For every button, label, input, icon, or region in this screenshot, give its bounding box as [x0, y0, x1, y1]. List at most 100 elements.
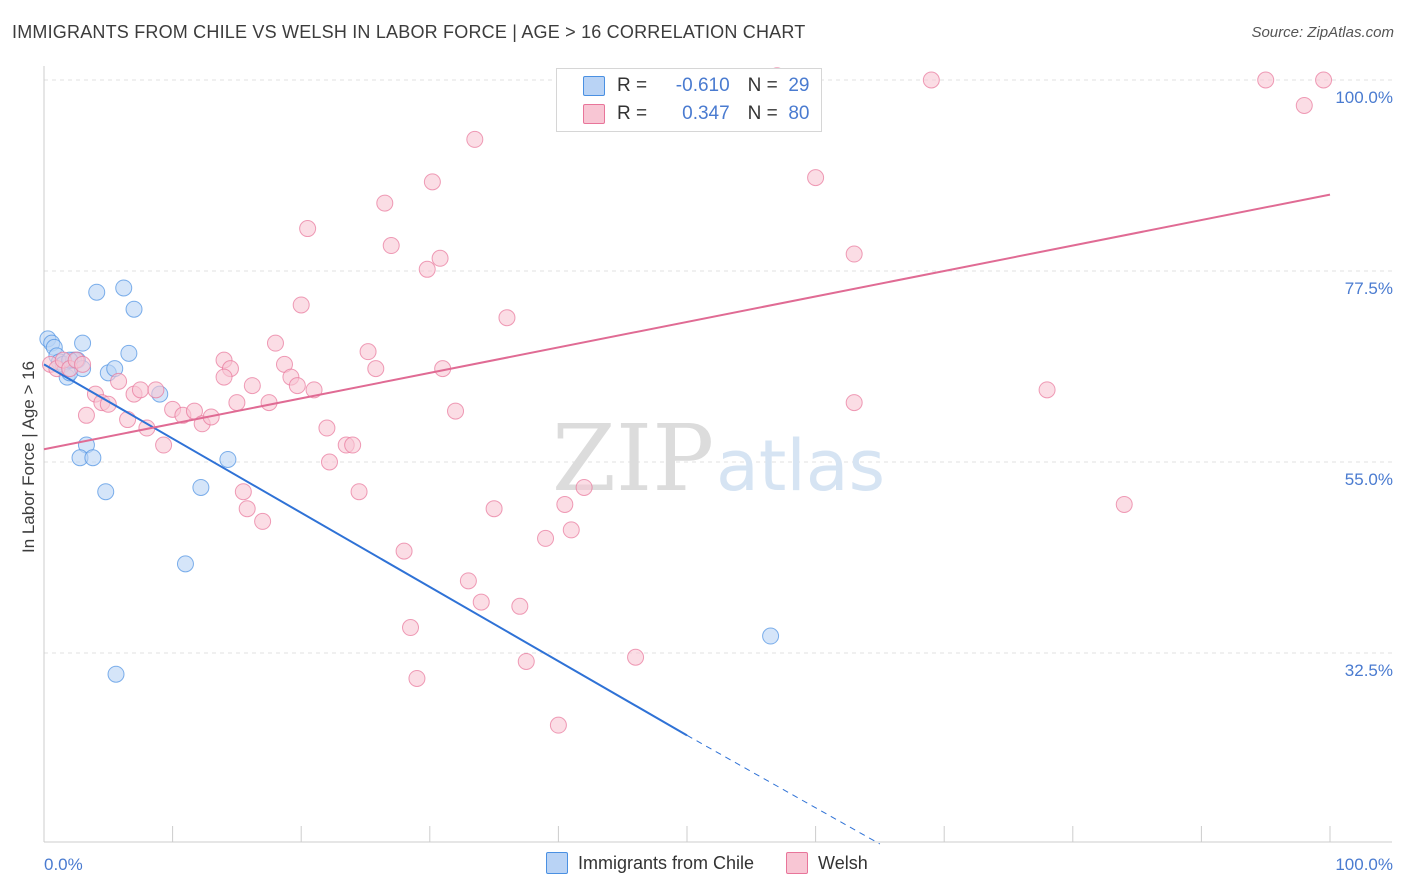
data-point-welsh [575, 478, 593, 496]
data-point-welsh [807, 169, 825, 187]
data-point-welsh [382, 237, 400, 255]
y-tick-label: 77.5% [1345, 279, 1393, 298]
data-point-welsh [305, 381, 323, 399]
y-tick-label: 55.0% [1345, 470, 1393, 489]
axes [43, 66, 1392, 843]
grid-lines [44, 79, 1392, 654]
data-point-welsh [238, 500, 256, 518]
data-point-welsh [243, 377, 261, 395]
data-point-chile [762, 627, 780, 645]
data-points [39, 67, 1333, 734]
legend-n-label: N = [747, 75, 778, 96]
data-point-welsh [1115, 495, 1133, 513]
data-point-welsh [77, 406, 95, 424]
data-point-welsh [1315, 71, 1333, 89]
legend-swatch-welsh [583, 104, 605, 124]
legend-n-value: 29 [788, 75, 810, 96]
data-point-welsh [1257, 71, 1275, 89]
data-point-chile [107, 665, 125, 683]
x-tick-label: 0.0% [44, 855, 83, 874]
legend-r-value: -0.610 [675, 75, 730, 96]
legend-label-chile: Immigrants from Chile [578, 852, 755, 873]
data-point-welsh [359, 343, 377, 361]
data-point-welsh [119, 411, 137, 429]
data-point-welsh [344, 436, 362, 454]
legend-n-value: 80 [788, 103, 810, 124]
data-point-welsh [562, 521, 580, 539]
data-point-welsh [845, 245, 863, 263]
trend-lines [43, 193, 1331, 845]
data-point-welsh [431, 249, 449, 267]
trend-line-welsh [43, 193, 1331, 451]
data-point-welsh [266, 334, 284, 352]
data-point-welsh [537, 529, 555, 547]
legend-r-label: R = [617, 103, 648, 124]
data-point-welsh [288, 377, 306, 395]
data-point-welsh [1038, 381, 1056, 399]
data-point-welsh [472, 593, 490, 611]
data-point-welsh [147, 381, 165, 399]
trend-line-chile [43, 363, 688, 737]
legend-label-welsh: Welsh [818, 852, 868, 873]
data-point-welsh [418, 260, 436, 278]
data-point-welsh [367, 360, 385, 378]
legend-swatch-welsh [786, 852, 809, 874]
watermark-zip: ZIP [552, 405, 714, 512]
data-point-welsh [215, 368, 233, 386]
data-point-welsh [74, 355, 92, 373]
data-point-welsh [402, 619, 420, 637]
data-point-welsh [845, 394, 863, 412]
data-point-welsh [350, 483, 368, 501]
data-point-chile [125, 300, 143, 318]
data-point-welsh [627, 648, 645, 666]
data-point-welsh [459, 572, 477, 590]
data-point-welsh [408, 669, 426, 687]
series-legend: Immigrants from Chile Welsh [546, 852, 900, 874]
data-point-welsh [376, 194, 394, 212]
data-point-welsh [447, 402, 465, 420]
data-point-welsh [1295, 96, 1313, 114]
data-point-chile [115, 279, 133, 297]
trend-line-chile-extension [686, 734, 881, 845]
legend-swatch-chile [583, 76, 605, 96]
legend-swatch-chile [546, 852, 568, 874]
data-point-welsh [131, 381, 149, 399]
data-point-welsh [320, 453, 338, 471]
legend-row-welsh: R = 0.347 N = 80 [557, 100, 809, 128]
data-point-welsh [922, 71, 940, 89]
data-point-chile [176, 555, 194, 573]
data-point-welsh [318, 419, 336, 437]
y-tick-labels: 100.0% 77.5% 55.0% 32.5% [1335, 88, 1393, 680]
legend-r-label: R = [617, 75, 648, 96]
legend-item-chile[interactable]: Immigrants from Chile [546, 852, 754, 874]
legend-row-chile: R = -0.610 N = 29 [557, 72, 809, 100]
data-point-welsh [517, 652, 535, 670]
data-point-chile [74, 334, 92, 352]
data-point-chile [84, 449, 102, 467]
data-point-chile [219, 450, 237, 468]
source-label: Source: ZipAtlas.com [1251, 24, 1394, 41]
data-point-welsh [155, 436, 173, 454]
data-point-welsh [395, 542, 413, 560]
data-point-welsh [466, 130, 484, 148]
data-point-welsh [292, 296, 310, 314]
data-point-welsh [549, 716, 567, 734]
legend-item-welsh[interactable]: Welsh [786, 852, 868, 874]
data-point-welsh [110, 372, 128, 390]
data-point-welsh [511, 597, 529, 615]
legend-r-value: 0.347 [682, 103, 730, 124]
data-point-welsh [485, 500, 503, 518]
y-tick-label: 100.0% [1335, 88, 1393, 107]
watermark-atlas: atlas [716, 425, 885, 507]
x-tick-labels: 0.0% 100.0% [44, 855, 1393, 874]
data-point-chile [120, 344, 138, 362]
data-point-welsh [228, 394, 246, 412]
legend-n-label: N = [747, 103, 778, 124]
data-point-welsh [556, 495, 574, 513]
chart-title: IMMIGRANTS FROM CHILE VS WELSH IN LABOR … [12, 22, 806, 42]
correlation-legend: R = -0.610 N = 29 R = 0.347 N = 80 [556, 68, 822, 132]
data-point-welsh [498, 309, 516, 327]
data-point-welsh [254, 512, 272, 530]
data-point-welsh [299, 220, 317, 238]
